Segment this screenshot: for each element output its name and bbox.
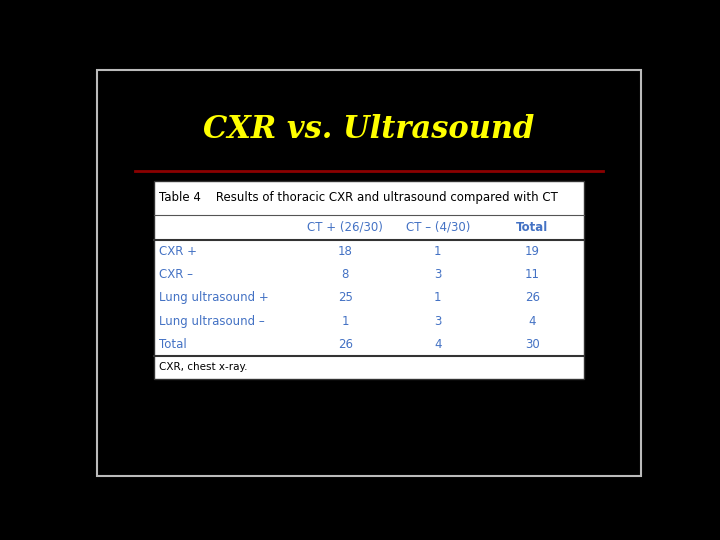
Text: Total: Total bbox=[159, 338, 187, 351]
Text: 3: 3 bbox=[434, 268, 441, 281]
FancyBboxPatch shape bbox=[154, 181, 584, 379]
Text: 4: 4 bbox=[528, 315, 536, 328]
Text: 8: 8 bbox=[342, 268, 349, 281]
Text: CXR +: CXR + bbox=[159, 245, 197, 258]
Text: CXR vs. Ultrasound: CXR vs. Ultrasound bbox=[203, 114, 535, 145]
Text: Table 4    Results of thoracic CXR and ultrasound compared with CT: Table 4 Results of thoracic CXR and ultr… bbox=[159, 192, 558, 205]
Text: 26: 26 bbox=[525, 291, 540, 304]
Text: 4: 4 bbox=[434, 338, 441, 351]
Text: CT – (4/30): CT – (4/30) bbox=[405, 221, 470, 234]
Text: CXR, chest x-ray.: CXR, chest x-ray. bbox=[159, 362, 248, 373]
Text: 25: 25 bbox=[338, 291, 353, 304]
Text: 19: 19 bbox=[525, 245, 540, 258]
Text: 26: 26 bbox=[338, 338, 353, 351]
Text: 11: 11 bbox=[525, 268, 540, 281]
Text: CXR –: CXR – bbox=[159, 268, 194, 281]
Text: Total: Total bbox=[516, 221, 549, 234]
Text: Lung ultrasound +: Lung ultrasound + bbox=[159, 291, 269, 304]
Text: CT + (26/30): CT + (26/30) bbox=[307, 221, 383, 234]
Text: 18: 18 bbox=[338, 245, 353, 258]
Text: Lung ultrasound –: Lung ultrasound – bbox=[159, 315, 265, 328]
Text: 3: 3 bbox=[434, 315, 441, 328]
Text: 30: 30 bbox=[525, 338, 540, 351]
Text: 1: 1 bbox=[434, 245, 441, 258]
Text: 1: 1 bbox=[434, 291, 441, 304]
Text: 1: 1 bbox=[341, 315, 349, 328]
